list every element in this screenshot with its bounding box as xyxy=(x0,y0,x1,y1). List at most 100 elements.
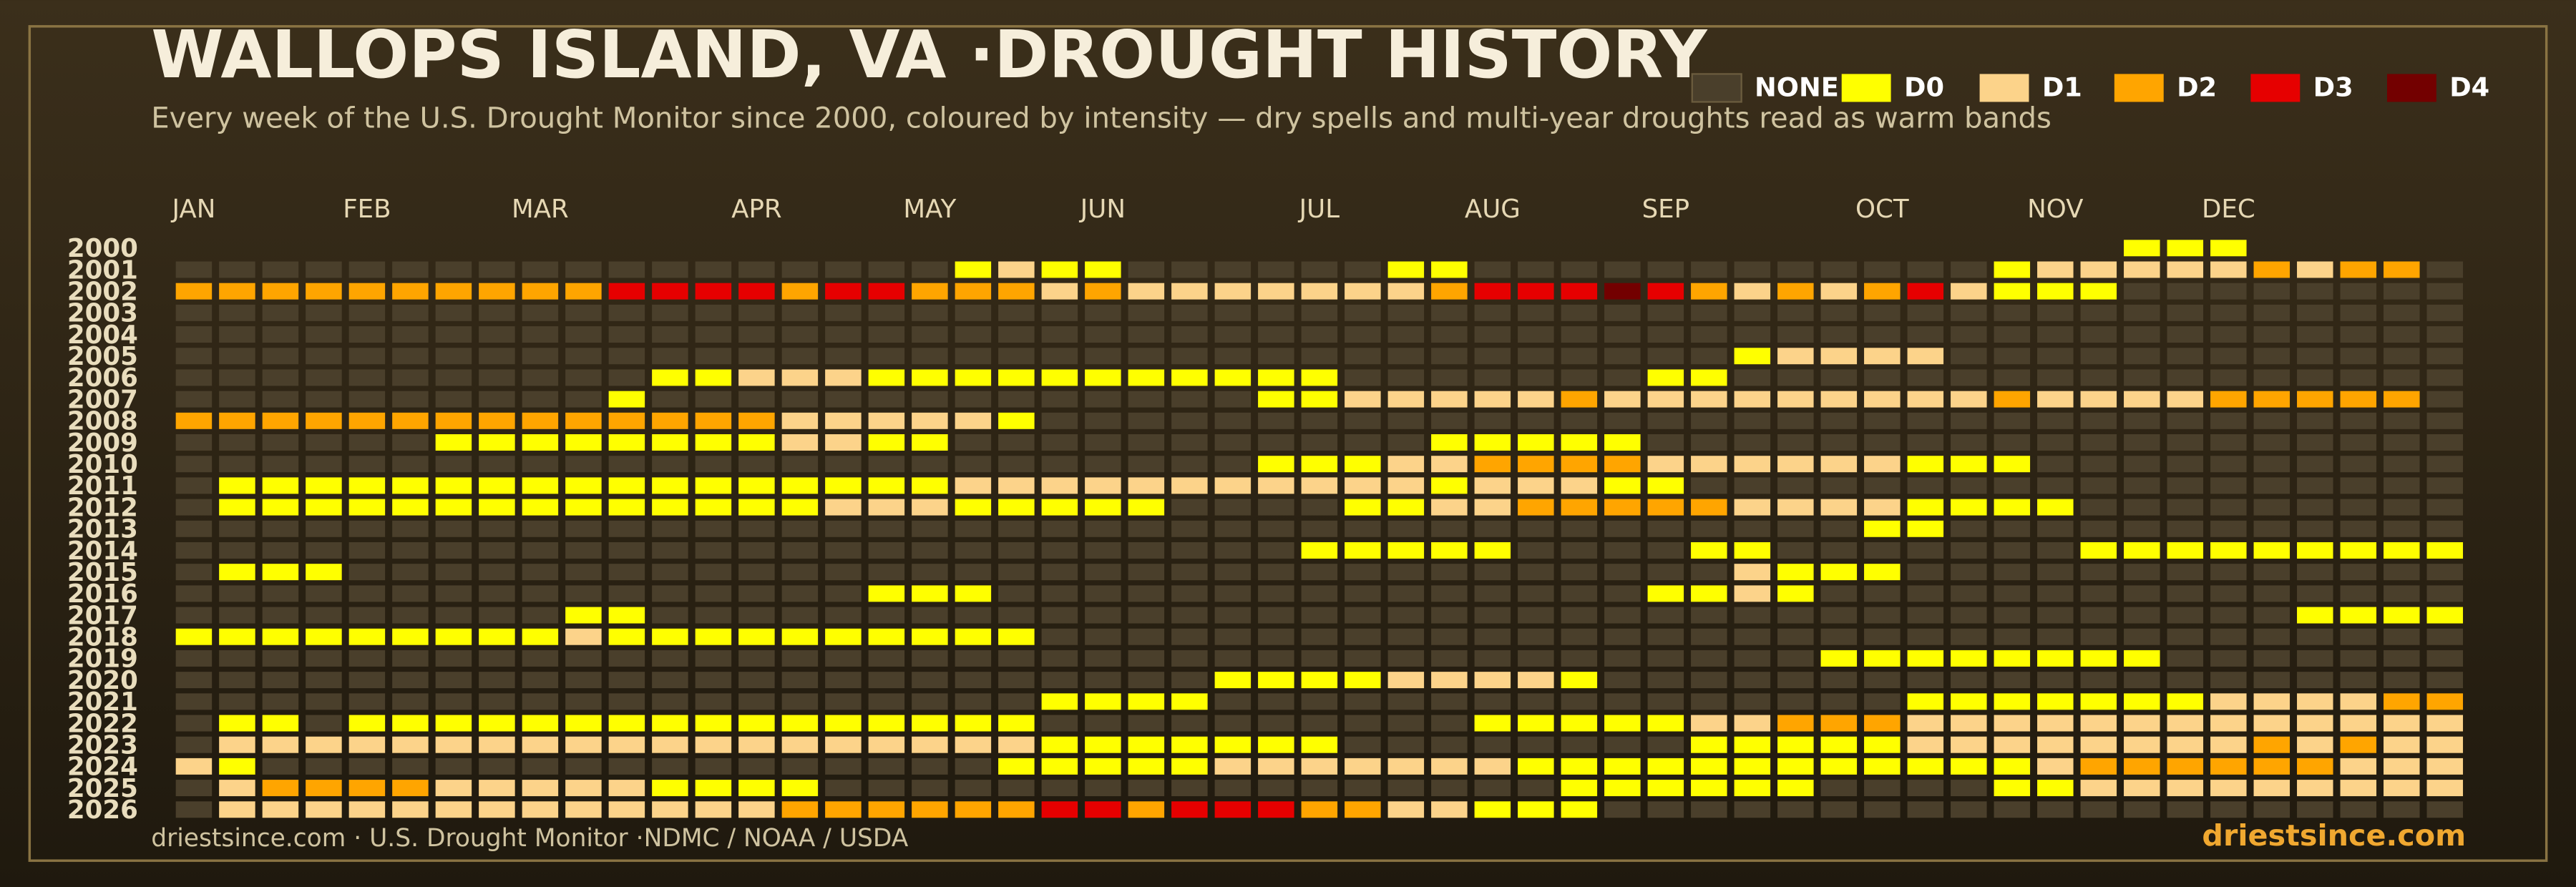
heat-cell xyxy=(1474,261,1511,278)
heat-cell xyxy=(1647,628,1684,645)
heat-cell xyxy=(175,520,213,537)
heat-cell xyxy=(565,412,602,429)
heat-cell xyxy=(1691,499,1727,516)
heat-cell xyxy=(2080,304,2117,321)
heat-cell xyxy=(219,326,255,343)
heat-cell xyxy=(1387,348,1425,365)
heat-cell xyxy=(306,369,342,386)
heat-cell xyxy=(2167,412,2204,429)
heat-cell xyxy=(1907,758,1944,775)
heat-cell xyxy=(1561,456,1598,473)
heat-cell xyxy=(652,607,688,624)
heat-cell xyxy=(1085,477,1121,494)
heat-cell xyxy=(1431,348,1468,365)
heat-cell xyxy=(522,650,559,667)
heat-cell xyxy=(868,261,905,278)
heat-cell xyxy=(2384,650,2420,667)
heat-cell xyxy=(1864,434,1901,451)
heat-cell xyxy=(1345,477,1381,494)
heat-cell xyxy=(392,801,429,818)
heat-cell xyxy=(1820,520,1858,537)
heat-cell xyxy=(1864,715,1901,732)
heat-cell xyxy=(262,477,299,494)
heat-cell xyxy=(1041,564,1078,581)
heat-cell xyxy=(219,672,255,689)
heat-cell xyxy=(868,283,905,300)
heat-cell xyxy=(262,391,299,408)
heat-cell xyxy=(1561,261,1598,278)
heat-cell xyxy=(1604,758,1641,775)
heat-cell xyxy=(1214,261,1252,278)
heat-cell xyxy=(1171,541,1208,559)
heat-cell xyxy=(1387,304,1425,321)
heat-cell xyxy=(2426,391,2464,408)
heat-cell xyxy=(2080,715,2117,732)
heat-cell xyxy=(608,348,645,365)
heat-cell xyxy=(219,715,255,732)
heat-cell xyxy=(392,564,429,581)
heat-cell xyxy=(2037,499,2074,516)
heat-cell xyxy=(1820,715,1858,732)
heat-cell xyxy=(1647,348,1684,365)
heat-cell xyxy=(912,758,948,775)
heat-cell xyxy=(1994,348,2031,365)
heat-cell xyxy=(348,520,386,537)
heat-cell xyxy=(219,758,255,775)
heat-cell xyxy=(912,650,948,667)
heat-cell xyxy=(1431,693,1468,710)
heat-cell xyxy=(1994,780,2031,797)
heat-cell xyxy=(219,607,255,624)
heat-cell xyxy=(1041,434,1078,451)
heat-cell xyxy=(2253,736,2290,753)
heat-cell xyxy=(998,456,1035,473)
heat-cell xyxy=(435,283,472,300)
heat-cell xyxy=(1214,456,1252,473)
heat-cell xyxy=(2297,369,2333,386)
heat-cell xyxy=(2426,499,2464,516)
heat-cell xyxy=(2384,499,2420,516)
heat-cell xyxy=(565,456,602,473)
heat-cell xyxy=(1431,650,1468,667)
heat-cell xyxy=(2384,628,2420,645)
source-note: driestsince.com · U.S. Drought Monitor ·… xyxy=(151,824,909,853)
heat-cell xyxy=(695,348,732,365)
heat-cell xyxy=(1041,693,1078,710)
heat-cell xyxy=(175,564,213,581)
heat-cell xyxy=(695,650,732,667)
heat-cell xyxy=(652,391,688,408)
month-label: FEB xyxy=(343,195,391,224)
heat-cell xyxy=(1561,283,1598,300)
legend-label: D0 xyxy=(1904,72,1944,103)
heat-cell xyxy=(262,434,299,451)
heat-cell xyxy=(1604,628,1641,645)
heat-cell xyxy=(1041,672,1078,689)
heat-cell xyxy=(2384,758,2420,775)
heat-cell xyxy=(565,434,602,451)
heat-cell xyxy=(2037,456,2074,473)
heat-cell xyxy=(1561,585,1598,602)
heat-cell xyxy=(1518,758,1554,775)
heat-cell xyxy=(2340,780,2377,797)
heat-cell xyxy=(1734,434,1771,451)
heat-cell xyxy=(608,672,645,689)
heat-cell xyxy=(1518,780,1554,797)
heat-cell xyxy=(1604,607,1641,624)
heat-cell xyxy=(1691,564,1727,581)
heat-cell xyxy=(1647,326,1684,343)
heat-cell xyxy=(1561,326,1598,343)
heat-cell xyxy=(1041,650,1078,667)
heat-cell xyxy=(1387,391,1425,408)
heat-cell xyxy=(1951,283,1987,300)
heat-cell xyxy=(2167,261,2204,278)
heat-cell xyxy=(868,391,905,408)
heat-cell xyxy=(1214,607,1252,624)
heat-cell xyxy=(2167,736,2204,753)
heat-cell xyxy=(1777,391,1814,408)
heat-cell xyxy=(219,369,255,386)
heat-cell xyxy=(912,801,948,818)
year-label: 2008 xyxy=(67,407,138,436)
heat-cell xyxy=(955,541,992,559)
heat-cell xyxy=(522,391,559,408)
heat-cell xyxy=(219,456,255,473)
heat-cell xyxy=(2340,283,2377,300)
